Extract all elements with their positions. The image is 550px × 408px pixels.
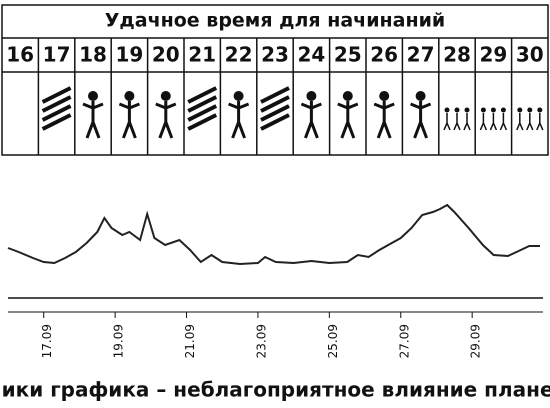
day-label: 26 xyxy=(370,43,398,67)
stripe-icon xyxy=(41,86,72,104)
day-label: 22 xyxy=(225,43,253,67)
stripe-icon xyxy=(260,113,290,131)
day-label: 21 xyxy=(188,43,216,67)
figure-head xyxy=(500,107,506,113)
day-label: 29 xyxy=(479,43,507,67)
data-line xyxy=(7,203,540,266)
x-tick-label: 29.09 xyxy=(469,324,483,358)
figure-body xyxy=(443,113,451,131)
figure-body xyxy=(489,113,498,131)
figure-body xyxy=(155,101,177,139)
x-tick-label: 17.09 xyxy=(40,324,54,358)
figure-body xyxy=(479,113,488,131)
day-label: 28 xyxy=(443,43,471,67)
figure-body xyxy=(463,113,471,131)
day-label: 17 xyxy=(43,43,71,67)
day-label: 16 xyxy=(6,43,34,67)
figure-body xyxy=(118,101,140,139)
day-label: 20 xyxy=(152,43,180,67)
figure-head xyxy=(464,107,470,113)
figure-head xyxy=(124,91,135,101)
figure-body xyxy=(82,101,104,139)
caption: Пики графика – неблагоприятное влияние п… xyxy=(0,378,550,402)
table-frame xyxy=(1,4,549,156)
figure-body xyxy=(373,101,395,139)
x-tick-label: 21.09 xyxy=(183,324,197,358)
figure-head xyxy=(88,91,98,101)
figure-head xyxy=(480,107,486,113)
figure-body xyxy=(499,113,508,131)
figure-head xyxy=(415,91,426,101)
stripe-icon xyxy=(187,86,218,104)
stripe-icon xyxy=(260,86,290,104)
x-tick-label: 19.09 xyxy=(112,324,126,358)
figure-body xyxy=(526,113,534,131)
stripe-icon xyxy=(41,95,72,113)
day-label: 19 xyxy=(115,43,143,67)
figure-head xyxy=(444,107,450,113)
day-label: 25 xyxy=(334,43,362,67)
table-title: Удачное время для начинаний xyxy=(105,10,445,32)
figure-body xyxy=(410,101,432,139)
stripe-icon xyxy=(187,104,218,122)
stripe-icon xyxy=(187,95,218,113)
day-label: 24 xyxy=(297,43,325,67)
x-tick-label: 27.09 xyxy=(397,324,411,358)
figure-head xyxy=(306,91,317,101)
figure-head xyxy=(454,107,460,113)
stripe-icon xyxy=(187,113,218,131)
figure-body xyxy=(453,113,461,131)
figure-head xyxy=(160,91,171,101)
figure-head xyxy=(233,91,244,101)
stripe-icon xyxy=(41,104,72,122)
figure-head xyxy=(342,91,353,101)
day-label: 27 xyxy=(407,43,435,67)
figure-head xyxy=(490,107,496,113)
x-tick-label: 23.09 xyxy=(254,324,268,358)
day-label: 18 xyxy=(79,43,107,67)
figure-body xyxy=(536,113,544,131)
figure-head xyxy=(379,91,390,101)
stripe-icon xyxy=(260,95,290,113)
figure-body xyxy=(337,101,359,139)
x-tick-label: 25.09 xyxy=(326,324,340,358)
figure-body xyxy=(516,113,524,131)
day-label: 30 xyxy=(516,43,544,67)
figure-head xyxy=(527,107,533,113)
stripe-icon xyxy=(260,104,290,122)
figure-body xyxy=(228,101,250,139)
day-label: 23 xyxy=(261,43,289,67)
stripe-icon xyxy=(41,113,72,131)
figure-body xyxy=(300,101,322,139)
figure-head xyxy=(537,107,543,113)
figure-head xyxy=(517,107,523,113)
